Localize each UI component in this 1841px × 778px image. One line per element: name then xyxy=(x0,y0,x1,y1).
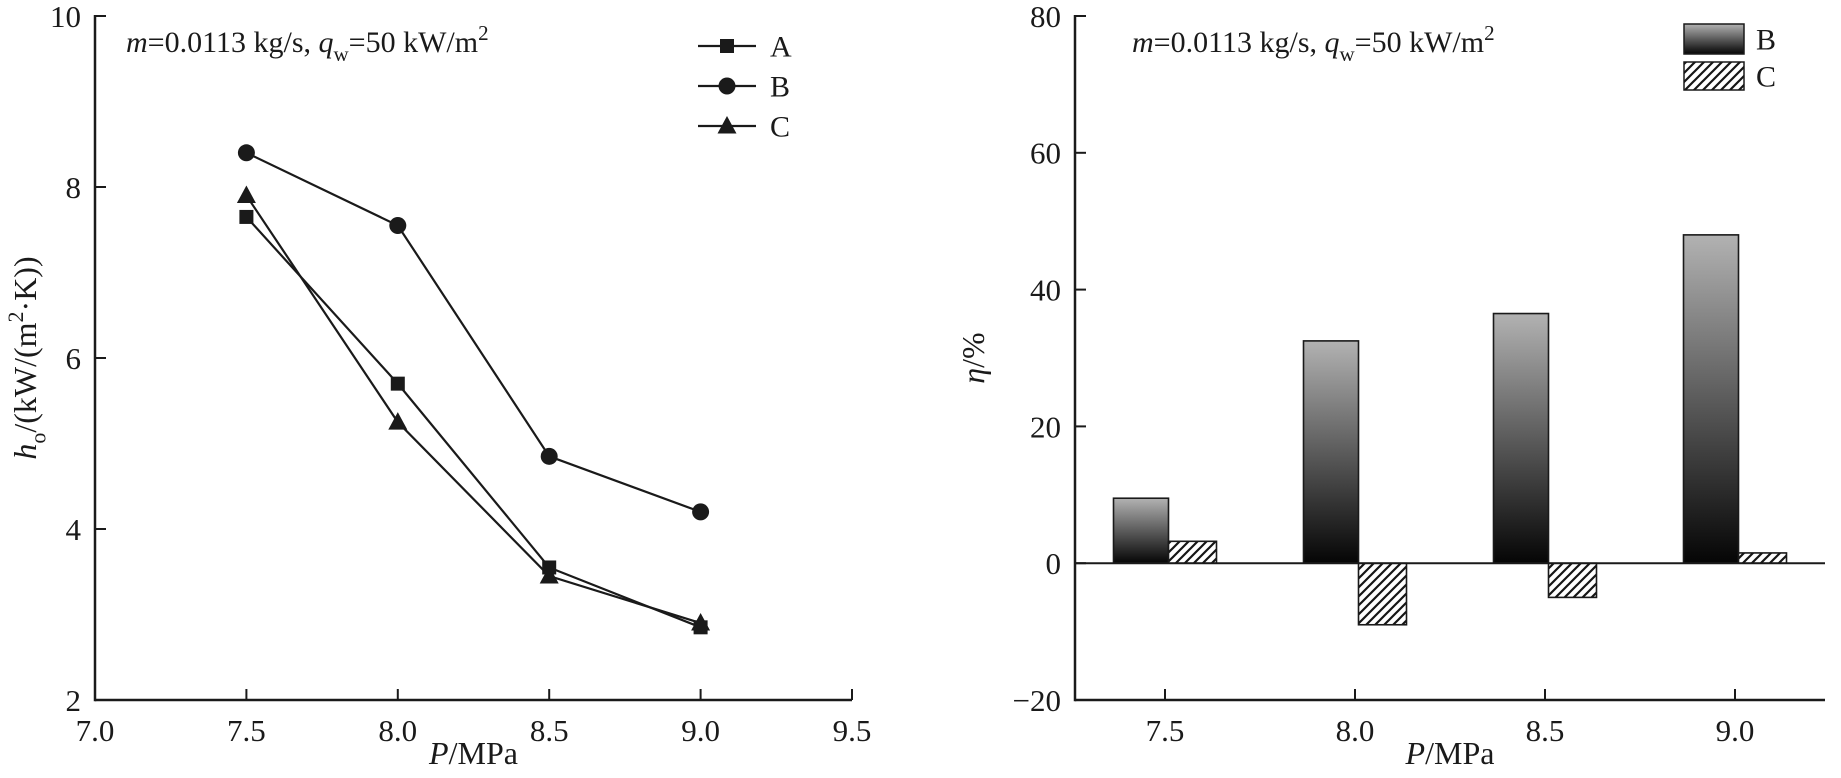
series-B xyxy=(237,144,710,521)
annotation: m=0.0113 kg/s, qw=50 kW/m2 xyxy=(126,21,489,66)
series-line-B xyxy=(245,151,701,513)
bar-C-8.0 xyxy=(1357,562,1408,626)
x-tick-label: 7.0 xyxy=(76,713,115,748)
y-tick-label: 8 xyxy=(66,170,82,205)
y-axis-title: ho/(kW/(m2·K)) xyxy=(3,256,50,459)
bar-C-9.0 xyxy=(1737,552,1788,565)
x-tick-label: 7.5 xyxy=(1146,713,1185,748)
x-tick-label: 8.5 xyxy=(1526,713,1565,748)
axes xyxy=(93,15,852,702)
triangle-marker xyxy=(539,566,559,584)
series-A xyxy=(239,209,708,635)
series-line-C xyxy=(245,194,701,625)
x-axis-title: P/MPa xyxy=(428,735,518,771)
bar-B-8.5 xyxy=(1492,312,1550,565)
legend-label-B: B xyxy=(1756,24,1776,57)
y-tick-label: 10 xyxy=(50,0,81,34)
bar-C-7.5 xyxy=(1167,540,1218,565)
x-tick-label: 8.0 xyxy=(1336,713,1375,748)
legend-swatch-C xyxy=(1683,61,1745,91)
legend: ABC xyxy=(698,31,792,144)
y-tick-label: 20 xyxy=(1030,409,1061,444)
legend-label-A: A xyxy=(770,31,792,64)
x-axis-title: P/MPa xyxy=(1405,735,1495,771)
circle-marker xyxy=(718,77,736,95)
circle-marker xyxy=(237,144,255,162)
square-marker xyxy=(239,209,254,224)
bar-B-8.0 xyxy=(1302,340,1360,564)
axes xyxy=(1073,15,1825,702)
x-tick-label: 7.5 xyxy=(227,713,266,748)
circle-marker xyxy=(389,216,407,234)
ticks xyxy=(1075,15,1736,701)
legend: BC xyxy=(1683,23,1776,94)
series-line-A xyxy=(245,216,702,629)
legend-label-B: B xyxy=(770,71,790,104)
square-marker xyxy=(390,376,405,391)
circle-marker xyxy=(692,503,710,521)
y-tick-label: 2 xyxy=(66,683,82,718)
x-tick-label: 8.5 xyxy=(530,713,569,748)
triangle-marker xyxy=(717,116,737,134)
y-tick-label: 0 xyxy=(1046,546,1062,581)
legend-label-C: C xyxy=(770,111,790,144)
triangle-marker xyxy=(691,613,711,631)
legend-swatch-B xyxy=(1683,23,1745,55)
bar-C-8.5 xyxy=(1547,562,1598,599)
y-tick-label: 6 xyxy=(66,341,82,376)
bar-B-7.5 xyxy=(1112,497,1170,565)
bar-B-9.0 xyxy=(1682,234,1740,565)
bars xyxy=(1112,234,1788,626)
y-tick-label: −20 xyxy=(1013,683,1061,718)
triangle-marker xyxy=(236,185,256,204)
y-tick-label: 80 xyxy=(1030,0,1061,34)
y-axis-title: η/% xyxy=(955,332,991,383)
x-tick-label: 9.0 xyxy=(1716,713,1755,748)
x-tick-label: 8.0 xyxy=(378,713,417,748)
x-tick-label: 9.5 xyxy=(833,713,872,748)
annotation: m=0.0113 kg/s, qw=50 kW/m2 xyxy=(1132,21,1495,66)
triangle-marker xyxy=(388,412,408,430)
y-tick-label: 4 xyxy=(66,512,82,547)
legend-label-C: C xyxy=(1756,61,1776,94)
series-C xyxy=(236,185,711,631)
x-tick-label: 9.0 xyxy=(681,713,720,748)
y-tick-label: 40 xyxy=(1030,272,1061,307)
square-marker xyxy=(720,39,734,53)
circle-marker xyxy=(540,447,558,465)
y-tick-label: 60 xyxy=(1030,136,1061,171)
ticks xyxy=(94,15,853,701)
